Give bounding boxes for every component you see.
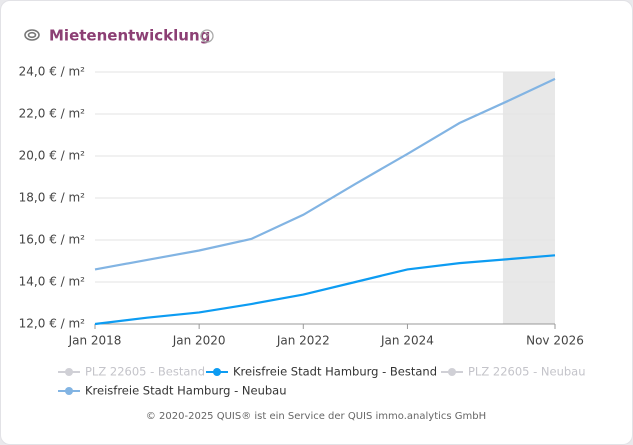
legend-item[interactable]: Kreisfreie Stadt Hamburg - Neubau bbox=[58, 384, 287, 398]
legend-swatch-dot bbox=[65, 387, 73, 395]
y-tick-label: 18,0 € / m² bbox=[19, 191, 86, 205]
footer: © 2020-2025 QUIS® ist ein Service der QU… bbox=[146, 411, 486, 422]
logo-icon bbox=[24, 29, 40, 41]
chart-title: Mietenentwicklung bbox=[49, 27, 210, 45]
legend-item[interactable]: Kreisfreie Stadt Hamburg - Bestand bbox=[206, 365, 437, 379]
legend-item[interactable]: PLZ 22605 - Bestand bbox=[58, 365, 205, 379]
x-tick-label: Jan 2024 bbox=[380, 334, 434, 348]
x-tick-label: Jan 2020 bbox=[172, 334, 226, 348]
legend-label: Kreisfreie Stadt Hamburg - Neubau bbox=[85, 384, 287, 398]
line bbox=[94, 77, 556, 271]
y-tick-label: 22,0 € / m² bbox=[19, 107, 86, 121]
y-tick-label: 12,0 € / m² bbox=[19, 317, 86, 331]
legend-swatch-dot bbox=[65, 368, 73, 376]
y-tick-label: 20,0 € / m² bbox=[19, 149, 86, 163]
legend-item[interactable]: PLZ 22605 - Neubau bbox=[441, 365, 586, 379]
legend-swatch-dot bbox=[448, 368, 456, 376]
y-tick-label: 14,0 € / m² bbox=[19, 275, 86, 289]
x-tick-label: Nov 2026 bbox=[526, 334, 584, 348]
legend-swatch-dot bbox=[213, 368, 221, 376]
legend-label: PLZ 22605 - Bestand bbox=[85, 365, 205, 379]
y-tick-label: 24,0 € / m² bbox=[19, 65, 86, 79]
line bbox=[94, 254, 556, 326]
y-tick-label: 16,0 € / m² bbox=[19, 233, 86, 247]
svg-text:?: ? bbox=[205, 33, 210, 43]
x-tick-label: Jan 2022 bbox=[276, 334, 330, 348]
help-icon[interactable]: ? bbox=[200, 29, 214, 43]
legend-label: Kreisfreie Stadt Hamburg - Bestand bbox=[233, 365, 437, 379]
x-tick-label: Jan 2018 bbox=[68, 334, 122, 348]
legend-label: PLZ 22605 - Neubau bbox=[468, 365, 586, 379]
